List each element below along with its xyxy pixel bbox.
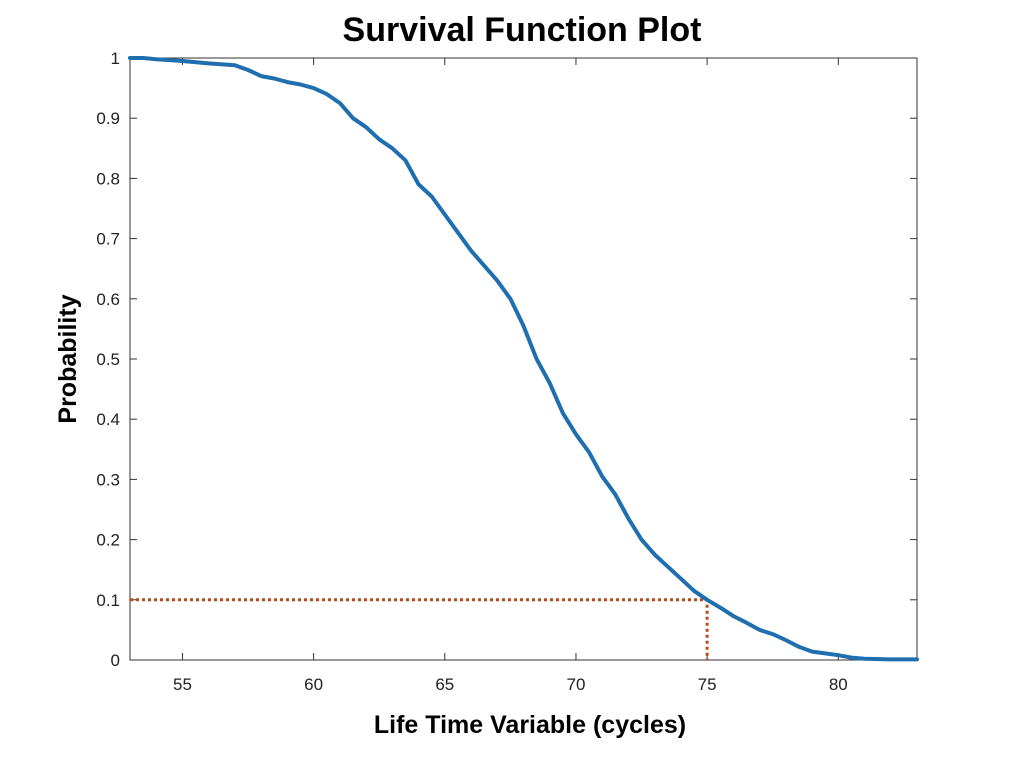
survival-curve-line — [128, 56, 919, 662]
chart-title: Survival Function Plot — [343, 11, 702, 49]
x-tick-label: 80 — [829, 675, 848, 694]
x-tick-label: 60 — [304, 675, 323, 694]
x-tick-label: 65 — [435, 675, 454, 694]
y-tick-label: 0.2 — [96, 531, 120, 550]
y-tick-label: 0.9 — [96, 109, 120, 128]
y-tick-label: 1 — [111, 49, 120, 68]
plot-frame — [129, 57, 918, 661]
x-tick-label: 70 — [567, 675, 586, 694]
x-tick-label: 55 — [173, 675, 192, 694]
x-axis-ticks: 55 60 65 70 75 80 — [173, 58, 848, 694]
x-axis-label: Life Time Variable (cycles) — [374, 711, 686, 739]
data-series — [128, 56, 919, 662]
y-tick-label: 0.6 — [96, 290, 120, 309]
y-axis-label: Probability — [54, 294, 82, 423]
y-tick-label: 0.5 — [96, 350, 120, 369]
x-tick-label: 75 — [698, 675, 717, 694]
y-tick-label: 0 — [111, 651, 120, 670]
y-tick-label: 0.8 — [96, 169, 120, 188]
y-tick-label: 0.1 — [96, 591, 120, 610]
y-tick-label: 0.7 — [96, 230, 120, 249]
y-tick-label: 0.3 — [96, 470, 120, 489]
y-axis-ticks: 0 0.1 0.2 0.3 0.4 0.5 0.6 0.7 0.8 0.9 1 — [96, 49, 917, 670]
y-tick-label: 0.4 — [96, 410, 120, 429]
